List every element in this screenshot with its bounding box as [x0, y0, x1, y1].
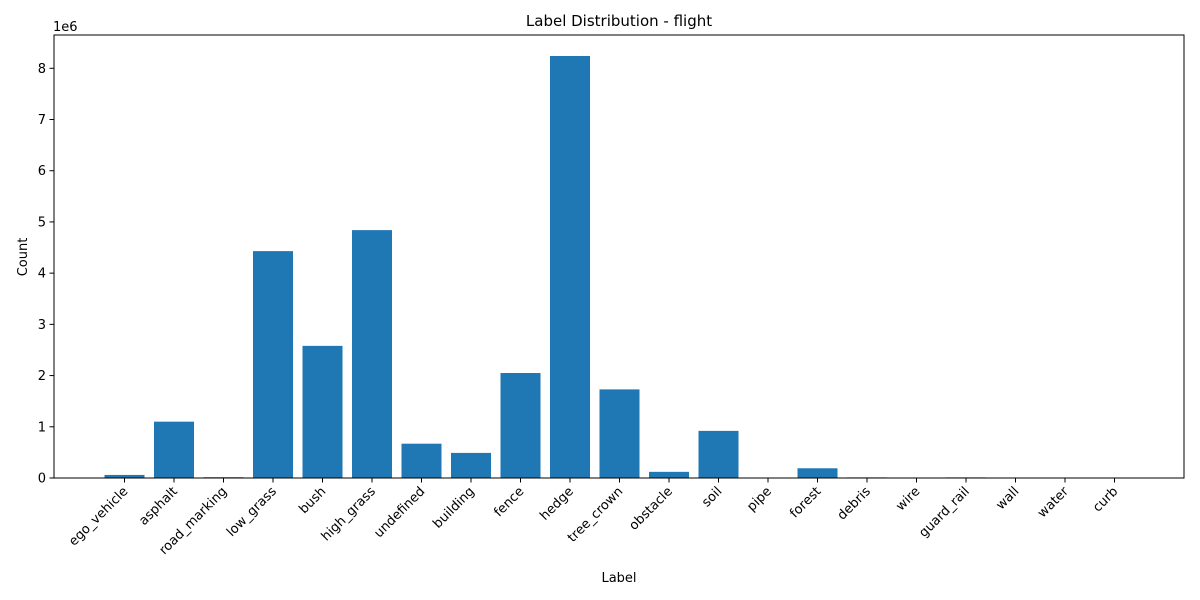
- bar-asphalt: [154, 421, 194, 478]
- y-axis-offset-label: 1e6: [53, 20, 78, 35]
- bar-ego_vehicle: [104, 474, 145, 478]
- y-tick-label: 2: [38, 369, 46, 384]
- y-axis-label: Count: [16, 238, 31, 277]
- bar-low_grass: [253, 251, 293, 478]
- bar-fence: [500, 373, 541, 478]
- bar-soil: [698, 430, 739, 478]
- chart-title: Label Distribution - flight: [526, 12, 712, 30]
- bar-undefined: [401, 443, 442, 478]
- y-tick-label: 0: [38, 472, 46, 487]
- y-ticks-group: 0 1 2 3 4 5 6 7 8: [38, 62, 54, 487]
- y-tick-label: 6: [38, 164, 46, 179]
- x-axis-label: Label: [601, 571, 636, 586]
- bar-forest: [797, 468, 838, 478]
- y-tick-label: 8: [38, 62, 46, 77]
- bar-bush: [302, 345, 343, 478]
- bar-obstacle: [649, 471, 689, 478]
- bar-high_grass: [352, 230, 392, 478]
- y-tick-label: 7: [38, 113, 46, 128]
- y-tick-label: 3: [38, 318, 46, 333]
- y-tick-label: 5: [38, 215, 46, 230]
- bar-tree_crown: [599, 389, 640, 478]
- bar-hedge: [550, 56, 590, 478]
- y-tick-label: 1: [38, 420, 46, 435]
- plot-area-frame: [53, 34, 1185, 479]
- y-tick-label: 4: [38, 267, 46, 282]
- bar-building: [451, 452, 491, 478]
- bars-group: [104, 56, 1135, 478]
